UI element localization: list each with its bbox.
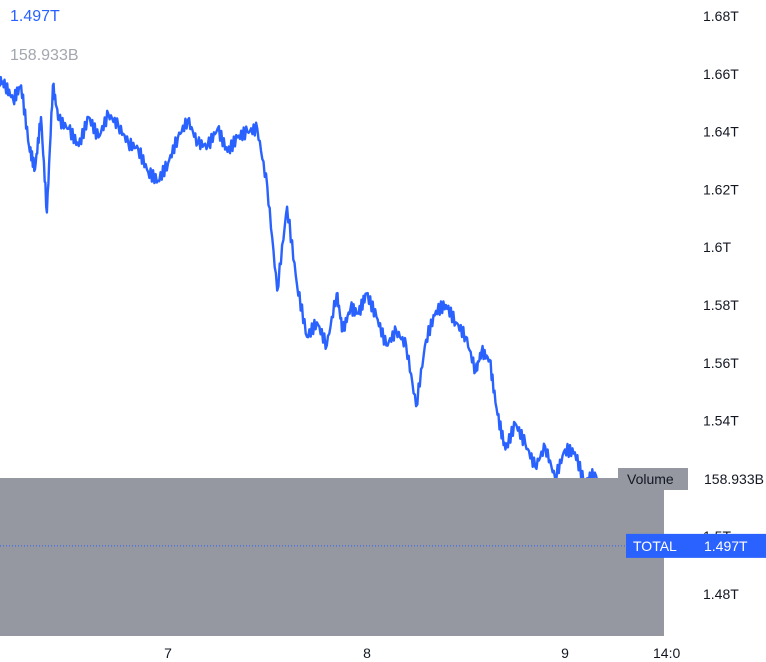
y-tick-label: 1.68T (703, 8, 739, 24)
volume-label: Volume (627, 471, 674, 487)
y-tick-label: 1.64T (703, 124, 739, 140)
series-label: TOTAL (633, 538, 677, 554)
y-tick-label: 1.58T (703, 297, 739, 313)
price-badges: Volume 158.933B TOTAL 1.497T (618, 468, 766, 558)
volume-overlay (0, 478, 664, 636)
series-value: 1.497T (704, 538, 748, 554)
series-value-badge (688, 533, 766, 558)
volume-value-badge (688, 468, 766, 490)
y-tick-label: 1.66T (703, 66, 739, 82)
y-axis[interactable]: 1.48T1.5T1.54T1.56T1.58T1.6T1.62T1.64T1.… (703, 8, 739, 602)
series-line (0, 75, 662, 585)
x-tick-label: 8 (363, 645, 371, 661)
x-tick-label: 7 (164, 645, 172, 661)
volume-value: 158.933B (704, 471, 764, 487)
volume-label-badge (618, 468, 688, 490)
series-label-badge (626, 533, 688, 558)
last-value-readout: 1.497T (10, 8, 60, 25)
y-tick-label: 1.6T (703, 239, 731, 255)
y-tick-label: 1.54T (703, 413, 739, 429)
volume-readout: 158.933B (10, 47, 79, 64)
x-axis[interactable]: 7 8 9 14:0 (164, 645, 680, 661)
y-tick-label: 1.48T (703, 586, 739, 602)
line-layer (0, 75, 662, 585)
x-tick-label: 9 (561, 645, 569, 661)
y-tick-label: 1.62T (703, 181, 739, 197)
x-tick-label: 14:0 (653, 645, 680, 661)
y-tick-label: 1.56T (703, 355, 739, 371)
